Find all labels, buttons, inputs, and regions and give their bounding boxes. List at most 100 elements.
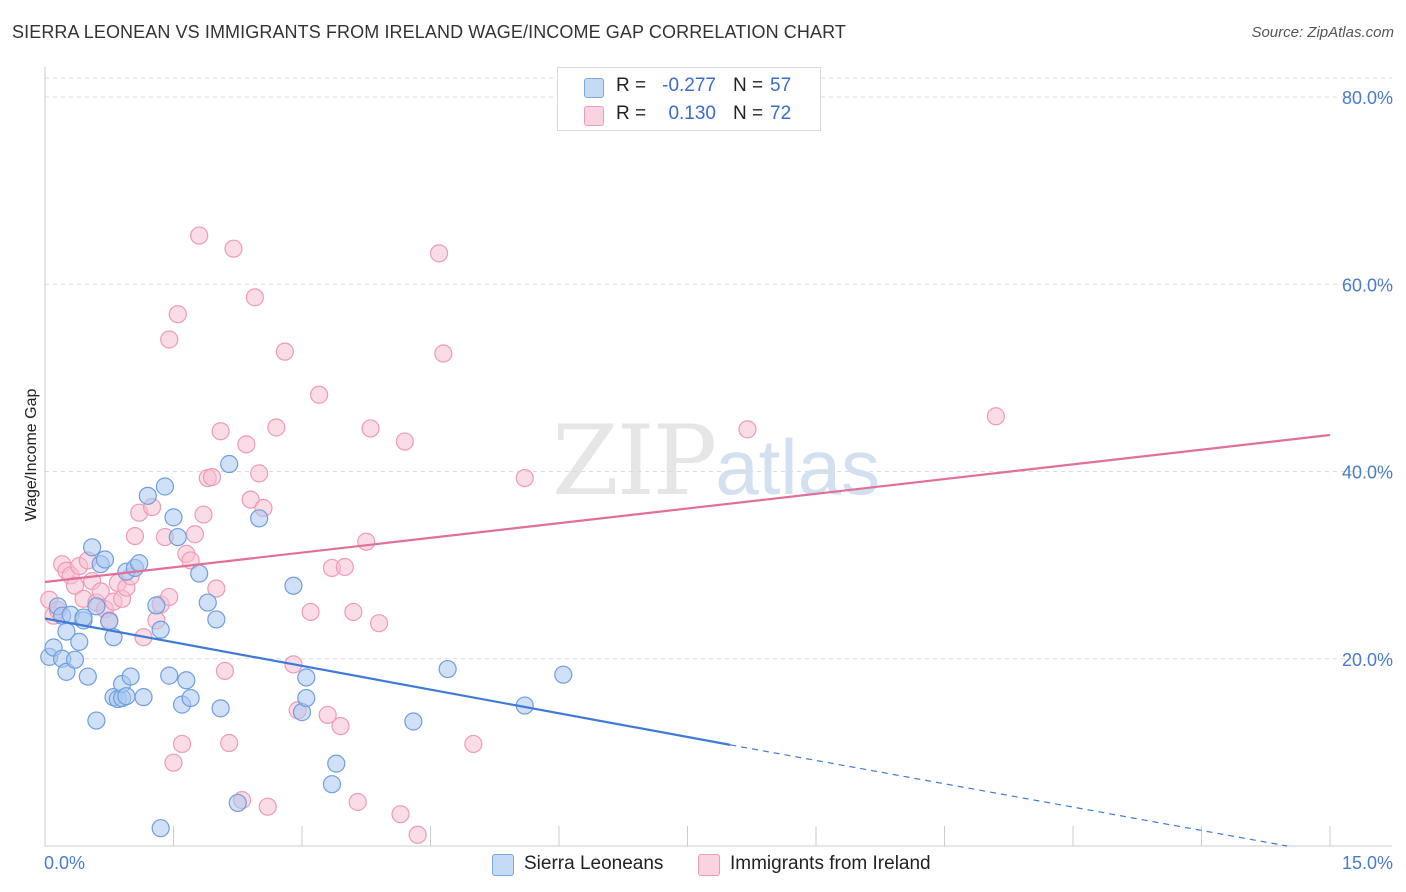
data-point-immigrants-from-ireland	[275, 342, 294, 361]
data-point-immigrants-from-ireland	[464, 734, 483, 754]
data-point-immigrants-from-ireland	[160, 587, 179, 607]
watermark: ZIPatlas	[552, 405, 880, 517]
data-point-immigrants-from-ireland	[185, 525, 205, 544]
data-point-immigrants-from-ireland	[331, 717, 350, 736]
data-point-sierra-leoneans	[121, 667, 140, 686]
legend-label: Sierra Leoneans	[524, 853, 664, 874]
legend-r-label: R =	[616, 103, 647, 124]
series-legend: Sierra Leoneans Immigrants from Ireland	[0, 852, 1406, 878]
legend-swatch-pink	[698, 854, 720, 876]
data-point-immigrants-from-ireland	[310, 385, 329, 404]
data-point-immigrants-from-ireland	[160, 330, 179, 349]
data-point-immigrants-from-ireland	[361, 419, 380, 438]
data-point-sierra-leoneans	[160, 666, 179, 685]
data-point-sierra-leoneans	[155, 477, 175, 496]
data-point-immigrants-from-ireland	[391, 805, 410, 824]
data-point-immigrants-from-ireland	[224, 239, 243, 258]
correlation-legend: R = -0.277 N = 57 R = 0.130 N = 72	[557, 67, 821, 131]
source-label: Source: ZipAtlas.com	[1251, 24, 1394, 41]
chart-title: SIERRA LEONEAN VS IMMIGRANTS FROM IRELAN…	[12, 22, 846, 42]
y-tick-label: 20.0%	[1342, 650, 1393, 670]
data-point-immigrants-from-ireland	[194, 505, 213, 524]
data-point-sierra-leoneans	[554, 665, 573, 684]
series-sierra-leoneans	[40, 454, 573, 838]
data-point-sierra-leoneans	[198, 593, 217, 612]
data-point-sierra-leoneans	[83, 538, 102, 557]
data-point-sierra-leoneans	[181, 688, 200, 708]
legend-n-value: 57	[770, 75, 792, 96]
legend-r-value: -0.277	[662, 75, 716, 96]
data-point-sierra-leoneans	[228, 793, 247, 813]
data-point-immigrants-from-ireland	[65, 576, 85, 595]
data-point-immigrants-from-ireland	[168, 305, 187, 324]
data-point-sierra-leoneans	[297, 688, 316, 708]
trendline-sierra-leoneans	[44, 617, 731, 746]
data-point-immigrants-from-ireland	[215, 661, 234, 681]
data-point-sierra-leoneans	[117, 687, 136, 706]
data-point-immigrants-from-ireland	[301, 602, 320, 622]
data-point-sierra-leoneans	[297, 668, 316, 687]
legend-n-label: N =	[733, 103, 764, 124]
trend-lines	[44, 433, 1331, 847]
data-point-sierra-leoneans	[322, 775, 342, 794]
y-tick-label: 60.0%	[1342, 275, 1393, 295]
data-point-sierra-leoneans	[134, 688, 153, 707]
data-point-immigrants-from-ireland	[395, 432, 414, 451]
grid	[45, 77, 1392, 660]
data-point-immigrants-from-ireland	[357, 532, 376, 551]
data-point-immigrants-from-ireland	[172, 734, 192, 754]
data-point-immigrants-from-ireland	[241, 490, 260, 509]
x-tick-label: 0.0%	[44, 853, 85, 873]
data-point-immigrants-from-ireland	[408, 825, 427, 844]
trendline-sierra-leoneans-extrapolated	[730, 744, 1288, 847]
axes	[44, 67, 1392, 847]
data-point-sierra-leoneans	[207, 610, 226, 629]
legend-r-value: 0.130	[668, 103, 716, 124]
legend-label: Immigrants from Ireland	[730, 853, 931, 874]
tick-labels: 20.0% 40.0% 60.0% 80.0% 0.0% 15.0%	[44, 88, 1393, 873]
data-point-sierra-leoneans	[151, 819, 170, 838]
data-point-sierra-leoneans	[138, 486, 157, 505]
data-point-sierra-leoneans	[438, 659, 457, 679]
x-tick-label: 15.0%	[1342, 853, 1393, 873]
data-point-sierra-leoneans	[130, 554, 149, 573]
data-point-immigrants-from-ireland	[207, 579, 226, 598]
data-point-immigrants-from-ireland	[220, 733, 239, 753]
legend-swatch-blue	[492, 854, 514, 876]
data-point-immigrants-from-ireland	[211, 422, 230, 441]
data-point-sierra-leoneans	[78, 667, 97, 686]
data-point-sierra-leoneans	[70, 632, 89, 651]
data-point-immigrants-from-ireland	[245, 288, 264, 307]
data-point-immigrants-from-ireland	[344, 602, 363, 622]
data-point-sierra-leoneans	[168, 527, 187, 547]
legend-row-sierra-leoneans: R = -0.277 N = 57	[558, 73, 820, 101]
data-point-immigrants-from-ireland	[318, 705, 337, 725]
data-point-immigrants-from-ireland	[434, 344, 453, 363]
data-point-immigrants-from-ireland	[986, 407, 1006, 426]
data-point-sierra-leoneans	[87, 597, 106, 616]
legend-n-label: N =	[733, 75, 764, 96]
data-point-sierra-leoneans	[164, 508, 183, 527]
trendline-immigrants-from-ireland	[44, 433, 1331, 584]
data-point-immigrants-from-ireland	[237, 435, 256, 454]
y-tick-label: 80.0%	[1342, 88, 1393, 108]
data-point-immigrants-from-ireland	[738, 420, 757, 439]
data-point-sierra-leoneans	[100, 612, 119, 631]
legend-r-label: R =	[616, 75, 647, 96]
data-point-sierra-leoneans	[87, 711, 106, 730]
data-point-sierra-leoneans	[284, 576, 303, 595]
data-point-sierra-leoneans	[177, 671, 196, 690]
data-point-immigrants-from-ireland	[250, 464, 269, 483]
data-point-immigrants-from-ireland	[202, 468, 222, 487]
legend-swatch-blue	[584, 78, 604, 98]
series-immigrants-from-ireland	[40, 226, 1006, 844]
data-point-immigrants-from-ireland	[125, 527, 145, 546]
legend-n-value: 72	[770, 103, 792, 124]
data-point-immigrants-from-ireland	[335, 557, 354, 577]
data-point-sierra-leoneans	[95, 550, 115, 569]
data-point-immigrants-from-ireland	[267, 418, 286, 437]
data-point-sierra-leoneans	[211, 699, 230, 718]
data-point-sierra-leoneans	[190, 564, 209, 583]
legend-row-immigrants-from-ireland: R = 0.130 N = 72	[558, 101, 820, 129]
